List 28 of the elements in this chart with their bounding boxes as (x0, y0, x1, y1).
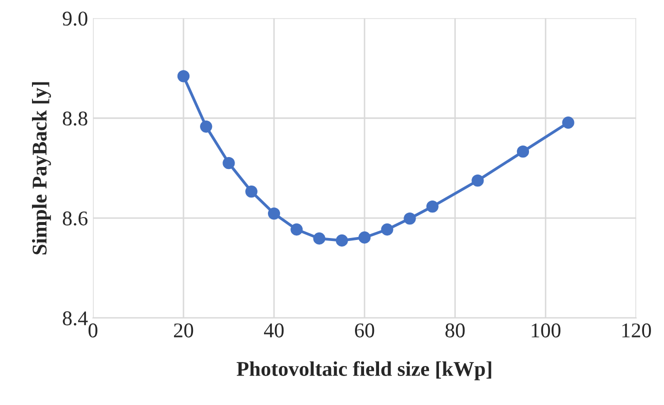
point (381, 223, 394, 236)
point (290, 223, 303, 236)
point (426, 200, 439, 213)
y-tick-label: 8.6 (62, 211, 88, 226)
point (404, 212, 416, 225)
point (222, 157, 235, 170)
point (472, 174, 484, 187)
point (268, 207, 280, 220)
x-tick-label: 20 (174, 323, 194, 338)
y-tick-label: 9.0 (62, 12, 88, 26)
point (177, 70, 190, 82)
point (358, 231, 371, 244)
y-tick-label: 8.8 (62, 112, 88, 126)
point (336, 234, 348, 247)
point (516, 146, 530, 158)
point (313, 232, 326, 245)
x-tick-label: 100 (532, 323, 560, 338)
x-tick-label: 0 (88, 323, 98, 338)
y-axis-title: Simple PayBack [y] (32, 82, 51, 254)
point (200, 120, 212, 133)
x-axis-title: Photovoltaic field size [kWp] (236, 361, 492, 380)
point (245, 185, 258, 198)
y-tick-label: 8.4 (62, 311, 88, 326)
x-tick-label: 80 (445, 323, 465, 338)
point (562, 116, 574, 129)
x-tick-label: 40 (264, 323, 284, 338)
x-tick-label: 60 (355, 323, 374, 338)
x-tick-label: 120 (622, 323, 651, 338)
